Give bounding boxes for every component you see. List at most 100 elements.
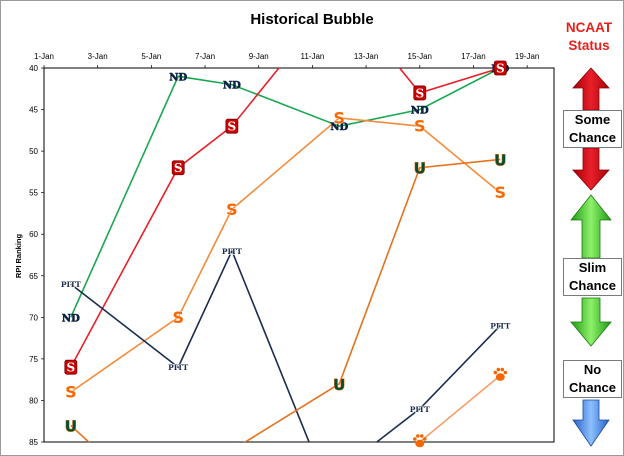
ncsu-logo: S xyxy=(64,359,78,375)
syracuse-logo-text: S xyxy=(414,117,426,136)
x-tick-label: 11-Jan xyxy=(300,52,324,61)
pitt-logo: PITT xyxy=(490,321,512,331)
y-tick-label: 55 xyxy=(29,189,38,198)
slim-chance-line1: Slim xyxy=(578,260,607,275)
series-line-pitt xyxy=(70,248,501,442)
nd-logo: ND xyxy=(169,72,188,84)
y-tick-label: 70 xyxy=(29,313,38,322)
series-line-clemson xyxy=(419,374,501,442)
syracuse-logo: S xyxy=(414,116,426,136)
series-line-miami xyxy=(70,158,501,442)
series-markers: NDNDNDNDNDNDSSSSSSSSSSSPITTPITTPITTPITTP… xyxy=(60,60,512,448)
ncsu-logo-block xyxy=(493,60,507,76)
green-arrow-down-icon xyxy=(570,297,612,347)
y-tick-label: 75 xyxy=(29,355,38,364)
pitt-logo: PITT xyxy=(221,246,243,256)
some-chance-line1: Some xyxy=(574,112,611,127)
clemson-logo xyxy=(412,434,427,448)
syracuse-logo-text: S xyxy=(226,200,238,219)
nd-logo-text: ND xyxy=(169,72,187,83)
pitt-logo-text: PITT xyxy=(168,363,188,372)
ncsu-logo-block xyxy=(171,160,185,176)
y-tick-label: 50 xyxy=(29,147,38,156)
paw-toe xyxy=(500,367,505,372)
x-tick-label: 13-Jan xyxy=(354,52,378,61)
nd-logo-text: ND xyxy=(223,81,241,92)
miami-logo: U xyxy=(64,417,77,436)
y-axis-label: RPI Ranking xyxy=(14,234,23,279)
syracuse-logo: S xyxy=(172,307,184,327)
x-tick-label: 5-Jan xyxy=(141,52,161,61)
pitt-logo-text: PITT xyxy=(61,280,81,289)
nd-logo-text: ND xyxy=(62,313,80,324)
ncsu-logo-text: S xyxy=(228,120,237,134)
nd-logo: ND xyxy=(223,80,242,92)
syracuse-logo: S xyxy=(65,382,77,402)
pitt-logo: PITT xyxy=(60,279,82,289)
miami-logo-text: U xyxy=(65,417,77,435)
green-arrow-up-icon xyxy=(570,194,612,259)
slim-chance-box: Slim Chance xyxy=(563,258,622,296)
nd-logo: ND xyxy=(411,105,430,117)
x-tick-label: 1-Jan xyxy=(34,52,54,61)
ncsu-logo-block xyxy=(225,118,239,134)
x-axis: 1-Jan 3-Jan 5-Jan 7-Jan 9-Jan 11-Jan 13-Jan 15-… xyxy=(34,52,539,68)
status-title: NCAAT Status xyxy=(556,19,622,55)
y-tick-label: 45 xyxy=(29,106,38,115)
y-tick-label: 65 xyxy=(29,272,38,281)
series-line-nd xyxy=(70,68,501,318)
y-tick-label: 60 xyxy=(29,230,38,239)
no-chance-box: No Chance xyxy=(563,360,622,398)
miami-logo: U xyxy=(494,151,507,170)
y-tick-label: 80 xyxy=(29,396,38,405)
ncsu-logo: S xyxy=(225,118,239,134)
no-chance-line1: No xyxy=(583,362,602,377)
x-tick-label: 7-Jan xyxy=(195,52,215,61)
ncsu-logo: S xyxy=(171,160,185,176)
ncsu-logo: S xyxy=(413,85,427,101)
syracuse-logo-text: S xyxy=(172,308,184,327)
paw-toe xyxy=(422,437,427,441)
paw-toe xyxy=(415,434,420,438)
red-arrow-down-icon xyxy=(572,147,610,191)
y-tick-label: 40 xyxy=(29,64,38,73)
x-tick-label: 17-Jan xyxy=(461,52,485,61)
pitt-logo: PITT xyxy=(409,404,431,414)
syracuse-logo-text: S xyxy=(495,183,507,202)
miami-logo-text: U xyxy=(494,151,506,169)
ncsu-logo-block xyxy=(413,85,427,101)
miami-logo: U xyxy=(333,375,346,394)
paw-toe xyxy=(412,437,417,441)
paw-toe xyxy=(496,367,501,372)
status-title-line2: Status xyxy=(568,38,610,53)
ncsu-logo-text: S xyxy=(67,361,76,375)
y-axis: 40 45 50 55 60 65 70 75 80 85 xyxy=(29,64,44,447)
some-chance-line2: Chance xyxy=(569,130,616,145)
ncsu-logo-text: S xyxy=(174,161,183,175)
x-tick-label: 19-Jan xyxy=(515,52,539,61)
nd-logo-text: ND xyxy=(330,122,348,133)
pitt-logo-text: PITT xyxy=(410,405,430,414)
x-tick-label: 9-Jan xyxy=(249,52,269,61)
syracuse-logo: S xyxy=(494,183,507,203)
paw-pad xyxy=(415,439,425,448)
nd-logo: ND xyxy=(62,313,81,325)
some-chance-box: Some Chance xyxy=(563,110,622,148)
ncsu-logo-block xyxy=(64,359,78,375)
miami-logo-text: U xyxy=(414,160,426,178)
paw-toe xyxy=(419,434,424,438)
syracuse-logo-text: S xyxy=(333,108,345,127)
nd-logo-text: ND xyxy=(411,106,429,117)
clemson-logo xyxy=(493,367,508,381)
ncsu-logo: S xyxy=(493,60,507,76)
x-tick-label: 15-Jan xyxy=(408,52,432,61)
syracuse-logo: S xyxy=(226,199,238,219)
x-tick-label: 3-Jan xyxy=(88,52,108,61)
ncsu-logo-text: S xyxy=(496,62,505,76)
miami-logo: U xyxy=(413,159,426,178)
status-title-line1: NCAAT xyxy=(565,20,613,35)
nd-logo: ND xyxy=(330,122,349,134)
paw-pad xyxy=(495,373,505,381)
red-arrow-up-icon xyxy=(572,67,610,111)
